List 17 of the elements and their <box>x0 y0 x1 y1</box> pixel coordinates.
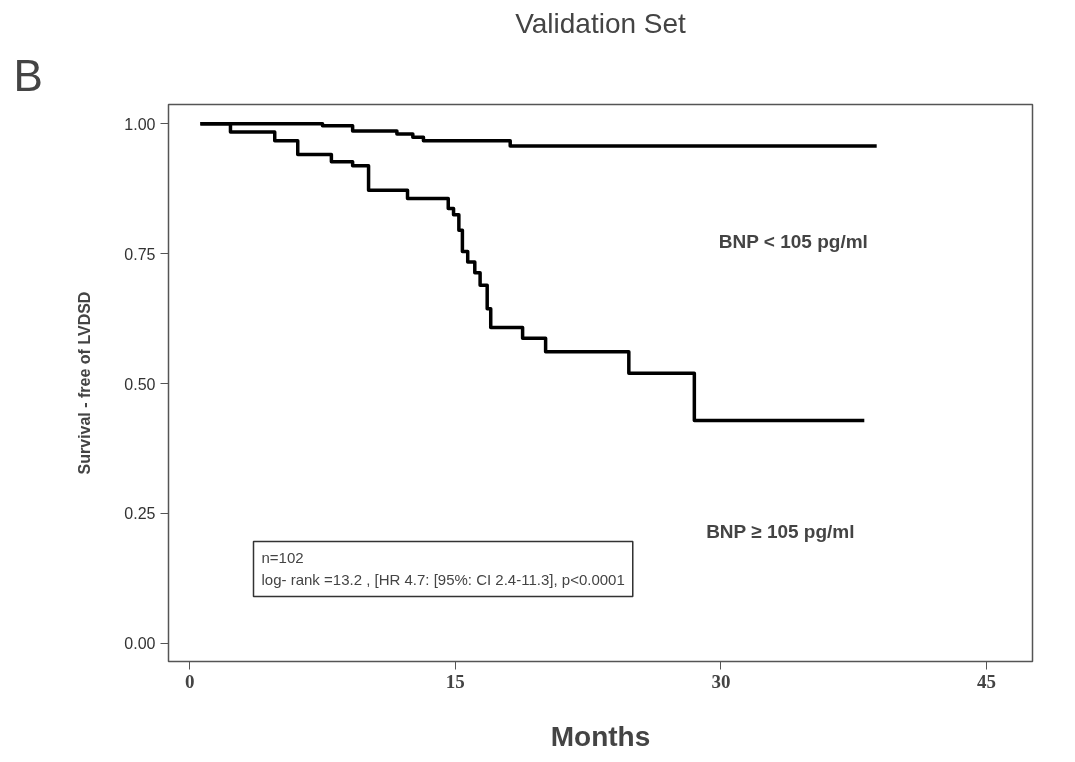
annotation: BNP ≥ 105 pg/ml <box>706 520 855 542</box>
x-tick-label: 45 <box>976 670 996 692</box>
y-tick-label: 1.00 <box>124 115 156 133</box>
x-tick-label: 0 <box>185 670 195 692</box>
x-tick-label: 30 <box>711 670 731 692</box>
y-tick-label: 0.75 <box>124 245 156 263</box>
y-tick-label: 0.50 <box>124 375 156 393</box>
y-axis-title: Survival - free of LVDSD <box>76 291 94 475</box>
annotation: BNP < 105 pg/ml <box>718 230 868 252</box>
x-axis-title: Months <box>550 720 651 752</box>
y-tick-label: 0.25 <box>124 505 156 523</box>
text: B <box>13 50 43 100</box>
x-tick-label: 15 <box>445 670 465 692</box>
chart-title: Validation Set <box>515 7 687 39</box>
annotation: n=102 <box>261 549 304 567</box>
y-tick-label: 0.00 <box>124 635 156 653</box>
annotation: log- rank =13.2 , [HR 4.7: [95%: CI 2.4-11.3], p<0.0001 <box>261 571 625 589</box>
